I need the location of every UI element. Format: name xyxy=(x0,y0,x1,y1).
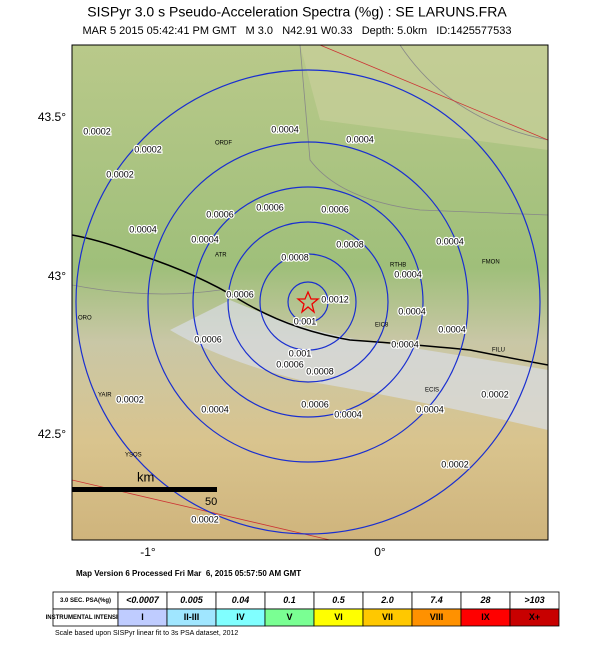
scale-bar xyxy=(72,487,217,492)
contour-label: 0.0004 xyxy=(391,339,419,349)
legend-label: VIII xyxy=(430,612,444,622)
mountains xyxy=(170,300,548,430)
legend-label: 3.0 SEC. PSA(%g) xyxy=(60,598,111,604)
scale-label: km xyxy=(137,469,154,484)
contour-label: 0.0002 xyxy=(134,144,162,154)
contour-label: 0.0012 xyxy=(321,294,349,304)
legend-label: 0.005 xyxy=(180,595,204,605)
legend-label: VII xyxy=(382,612,393,622)
contour-label: 0.0006 xyxy=(194,334,222,344)
contour-label: 0.0004 xyxy=(201,404,229,414)
legend-label: 7.4 xyxy=(430,595,443,605)
place-label: YSOS xyxy=(125,453,142,459)
note: Scale based upon SISPyr linear fit to 3s… xyxy=(55,630,238,637)
contour-label: 0.0004 xyxy=(438,324,466,334)
contour-label: 0.0004 xyxy=(394,269,422,279)
epicenter xyxy=(296,290,320,314)
contour-label: 0.0006 xyxy=(256,202,284,212)
contour-label: 0.0004 xyxy=(191,234,219,244)
contour-label: 0.0006 xyxy=(226,289,254,299)
legend-label: X+ xyxy=(529,612,540,622)
contour-label: 0.0004 xyxy=(436,236,464,246)
legend-label: <0.0007 xyxy=(126,595,160,605)
place-label: EIC8 xyxy=(375,323,389,329)
contour-label: 0.0004 xyxy=(398,306,426,316)
lat-label: 42.5° xyxy=(38,427,66,441)
contour-label: 0.0002 xyxy=(83,126,111,136)
contour-label: 0.001 xyxy=(294,316,317,326)
legend-label: 0.5 xyxy=(332,595,346,605)
contour-label: 0.0008 xyxy=(336,239,364,249)
legend-label: IX xyxy=(481,612,490,622)
processed: Map Version 6 Processed Fri Mar 6, 2015 … xyxy=(76,569,301,578)
intensity-legend: 3.0 SEC. PSA(%g) <0.0007 0.005 0.04 0.1 0.5 2.… xyxy=(46,591,560,627)
contour-label: 0.0006 xyxy=(321,204,349,214)
contour-label: 0.0002 xyxy=(481,389,509,399)
legend-label: IV xyxy=(236,612,245,622)
legend-label: 0.1 xyxy=(283,595,296,605)
contour-label: 0.0004 xyxy=(271,124,299,134)
place-label: RTHB xyxy=(390,263,406,269)
subtitle: MAR 5 2015 05:42:41 PM GMT M 3.0 N42.91 … xyxy=(82,25,511,37)
terrain-north xyxy=(72,45,548,150)
place-label: FMON xyxy=(482,260,500,266)
contour-label: 0.0004 xyxy=(129,224,157,234)
contour-label: 0.0002 xyxy=(116,394,144,404)
contour-label: 0.0004 xyxy=(416,404,444,414)
contour-label: 0.0006 xyxy=(276,359,304,369)
map-frame xyxy=(71,44,549,541)
legend-label: I xyxy=(141,612,144,622)
border xyxy=(72,234,548,366)
lat-label: 43° xyxy=(48,269,66,283)
legend-label: V xyxy=(286,612,292,622)
contour-label: 0.001 xyxy=(289,348,312,358)
legend-label: INSTRUMENTAL INTENSITY xyxy=(46,615,126,621)
lon-label: -1° xyxy=(140,545,156,559)
contour-label: 0.0006 xyxy=(206,209,234,219)
contour-label: 0.0006 xyxy=(301,399,329,409)
red-line xyxy=(319,45,548,141)
contour-label: 0.0004 xyxy=(346,134,374,144)
map-area: 0.00040.00020.00020.00020.00040.00060.00… xyxy=(72,45,548,540)
legend-label: 0.04 xyxy=(232,595,250,605)
title: SISPyr 3.0 s Pseudo-Acceleration Spectra… xyxy=(87,4,507,20)
contour-label: 0.0002 xyxy=(441,459,469,469)
place-label: ORDF xyxy=(215,141,232,147)
place-label: ECIS xyxy=(425,388,439,394)
place-label: FILU xyxy=(492,348,505,354)
legend-label: 2.0 xyxy=(380,595,394,605)
lat-label: 43.5° xyxy=(38,110,66,124)
place-label: YAIR xyxy=(98,393,112,399)
legend-label: 28 xyxy=(479,595,490,605)
place-label: ATR xyxy=(215,253,227,259)
legend-cell xyxy=(509,608,560,627)
contours xyxy=(75,69,541,535)
legend-label: II-III xyxy=(184,612,200,622)
lon-label: 0° xyxy=(374,545,386,559)
legend-label: >103 xyxy=(524,595,544,605)
scale-value: 50 xyxy=(205,496,217,508)
contour-label: 0.0002 xyxy=(106,169,134,179)
contour-label: 0.0008 xyxy=(306,366,334,376)
contour-label: 0.0004 xyxy=(334,409,362,419)
place-label: ORO xyxy=(78,316,92,322)
legend-label: VI xyxy=(334,612,343,622)
contour-label: 0.0008 xyxy=(281,252,309,262)
contour-label: 0.0002 xyxy=(191,514,219,524)
